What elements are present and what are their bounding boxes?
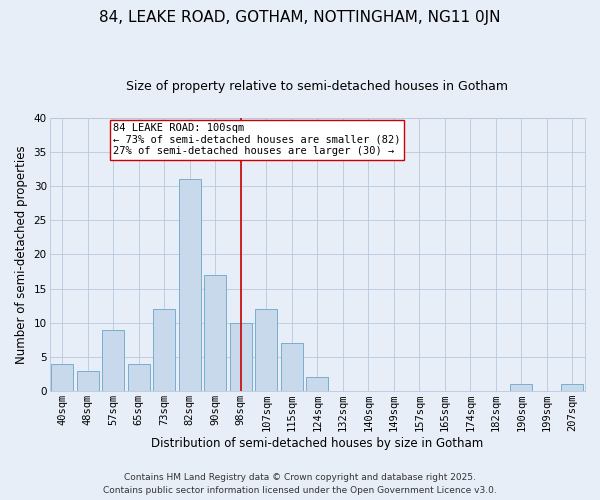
Bar: [562, 384, 583, 391]
Bar: [205, 275, 226, 391]
Title: Size of property relative to semi-detached houses in Gotham: Size of property relative to semi-detach…: [126, 80, 508, 93]
Bar: [230, 323, 251, 391]
Bar: [77, 370, 98, 391]
Bar: [103, 330, 124, 391]
X-axis label: Distribution of semi-detached houses by size in Gotham: Distribution of semi-detached houses by …: [151, 437, 484, 450]
Bar: [179, 180, 200, 391]
Bar: [281, 344, 302, 391]
Text: 84, LEAKE ROAD, GOTHAM, NOTTINGHAM, NG11 0JN: 84, LEAKE ROAD, GOTHAM, NOTTINGHAM, NG11…: [99, 10, 501, 25]
Bar: [511, 384, 532, 391]
Y-axis label: Number of semi-detached properties: Number of semi-detached properties: [15, 145, 28, 364]
Text: 84 LEAKE ROAD: 100sqm
← 73% of semi-detached houses are smaller (82)
27% of semi: 84 LEAKE ROAD: 100sqm ← 73% of semi-deta…: [113, 123, 401, 156]
Text: Contains HM Land Registry data © Crown copyright and database right 2025.
Contai: Contains HM Land Registry data © Crown c…: [103, 474, 497, 495]
Bar: [154, 309, 175, 391]
Bar: [52, 364, 73, 391]
Bar: [307, 378, 328, 391]
Bar: [256, 309, 277, 391]
Bar: [128, 364, 149, 391]
